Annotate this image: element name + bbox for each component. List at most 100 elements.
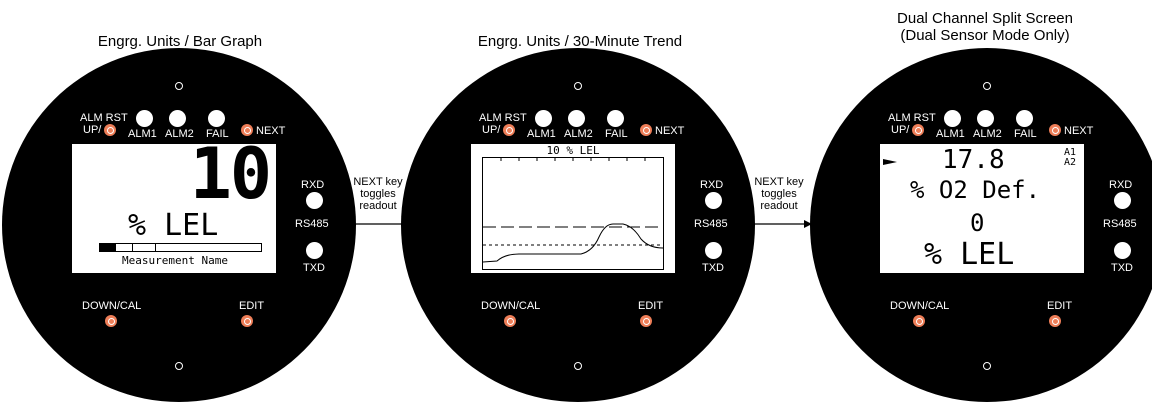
- alm-rst-label: ALM RST: [80, 112, 128, 124]
- rxd-label: RXD: [301, 179, 325, 191]
- trend-graph: [482, 157, 664, 270]
- rs485-label: RS485: [295, 218, 329, 230]
- txd-led: [1114, 242, 1131, 259]
- fail-label: FAIL: [1014, 128, 1037, 140]
- txd-label: TXD: [303, 262, 325, 274]
- channel2-value: 0: [970, 209, 985, 237]
- alm2-led: [607, 110, 624, 127]
- alm1-label: ALM1: [936, 128, 965, 140]
- rs485-label: RS485: [1103, 218, 1137, 230]
- up-key[interactable]: [912, 124, 924, 136]
- bar-graph-tick: [155, 244, 156, 251]
- title-bar-graph: Engrg. Units / Bar Graph: [97, 33, 263, 50]
- alm-rst-led: [535, 110, 552, 127]
- display-panel-bar-graph: ALM RST UP/ ALM1 ALM2 FAIL NEXT RXD RS48…: [2, 48, 356, 402]
- trend-line: [482, 223, 664, 263]
- note-line: readout: [760, 200, 798, 212]
- down-cal-label: DOWN/CAL: [890, 300, 950, 312]
- down-cal-key[interactable]: [504, 315, 516, 327]
- channel-a1-label: A1: [1064, 147, 1077, 158]
- edit-key[interactable]: [640, 315, 652, 327]
- next-key[interactable]: [640, 124, 652, 136]
- trend-time-ticks: [500, 157, 646, 161]
- alm2-led: [1016, 110, 1033, 127]
- alm-rst-led: [944, 110, 961, 127]
- alm2-label: ALM2: [165, 128, 194, 140]
- rxd-label: RXD: [700, 179, 724, 191]
- channel-pointer-icon: [883, 159, 897, 165]
- next-toggle-note-1: NEXT key toggles readout: [345, 176, 411, 212]
- note-line: readout: [359, 200, 397, 212]
- channel1-units: % O2 Def.: [910, 176, 1041, 204]
- double-arrow-icon: [746, 220, 812, 228]
- up-label: UP/: [83, 124, 102, 136]
- measurement-name: Measurement Name: [122, 254, 228, 267]
- mounting-hole-bottom: [175, 362, 183, 370]
- alm1-led: [568, 110, 585, 127]
- trend-header: 10 % LEL: [546, 144, 600, 157]
- edit-label: EDIT: [239, 300, 265, 312]
- next-key[interactable]: [241, 124, 253, 136]
- next-label: NEXT: [1064, 125, 1094, 137]
- txd-label: TXD: [1111, 262, 1133, 274]
- note-line: toggles: [761, 188, 797, 200]
- alm2-label: ALM2: [564, 128, 593, 140]
- title-dual-line1: Dual Channel Split Screen: [897, 10, 1073, 27]
- mounting-hole-bottom: [983, 362, 991, 370]
- alm1-led: [169, 110, 186, 127]
- channel-a2-label: A2: [1064, 157, 1077, 168]
- alm2-led: [208, 110, 225, 127]
- note-line: toggles: [360, 188, 396, 200]
- down-cal-key[interactable]: [913, 315, 925, 327]
- reading-units: % LEL: [128, 208, 219, 243]
- channel2-units: % LEL: [924, 237, 1015, 272]
- up-key[interactable]: [503, 124, 515, 136]
- up-label: UP/: [891, 124, 910, 136]
- next-key[interactable]: [1049, 124, 1061, 136]
- rxd-led: [705, 192, 722, 209]
- txd-led: [705, 242, 722, 259]
- alm-rst-label: ALM RST: [479, 112, 527, 124]
- alm1-label: ALM1: [128, 128, 157, 140]
- edit-key[interactable]: [1049, 315, 1061, 327]
- alm1-label: ALM1: [527, 128, 556, 140]
- reading-value: 10: [189, 144, 272, 215]
- display-panel-trend: ALM RST UP/ ALM1 ALM2 FAIL NEXT RXD RS48…: [401, 48, 755, 402]
- txd-label: TXD: [702, 262, 724, 274]
- alm-rst-label: ALM RST: [888, 112, 936, 124]
- next-label: NEXT: [655, 125, 685, 137]
- note-line: NEXT key: [754, 176, 804, 188]
- trend-frame: [482, 157, 664, 270]
- note-line: NEXT key: [353, 176, 403, 188]
- rxd-led: [1114, 192, 1131, 209]
- fail-label: FAIL: [605, 128, 628, 140]
- edit-label: EDIT: [1047, 300, 1073, 312]
- up-key[interactable]: [104, 124, 116, 136]
- mounting-hole-bottom: [574, 362, 582, 370]
- mounting-hole-top: [175, 82, 183, 90]
- bar-graph-tick: [132, 244, 133, 251]
- next-toggle-note-2: NEXT key toggles readout: [746, 176, 812, 212]
- double-arrow-icon: [345, 220, 411, 228]
- title-dual-line2: (Dual Sensor Mode Only): [900, 27, 1070, 44]
- bar-graph: [99, 243, 262, 252]
- mounting-hole-top: [574, 82, 582, 90]
- bar-graph-fill: [100, 244, 117, 251]
- lcd-screen-bar-graph: 10 % LEL Measurement Name: [72, 144, 276, 273]
- channel1-value: 17.8: [942, 145, 1005, 175]
- rxd-label: RXD: [1109, 179, 1133, 191]
- edit-key[interactable]: [241, 315, 253, 327]
- display-panel-dual-channel: ALM RST UP/ ALM1 ALM2 FAIL NEXT RXD RS48…: [810, 48, 1152, 402]
- next-label: NEXT: [256, 125, 286, 137]
- down-cal-label: DOWN/CAL: [481, 300, 541, 312]
- up-label: UP/: [482, 124, 501, 136]
- down-cal-key[interactable]: [105, 315, 117, 327]
- alm-rst-led: [136, 110, 153, 127]
- down-cal-label: DOWN/CAL: [82, 300, 142, 312]
- rxd-led: [306, 192, 323, 209]
- txd-led: [306, 242, 323, 259]
- edit-label: EDIT: [638, 300, 664, 312]
- alm1-led: [977, 110, 994, 127]
- lcd-screen-trend: 10 % LEL: [471, 144, 675, 273]
- mounting-hole-top: [983, 82, 991, 90]
